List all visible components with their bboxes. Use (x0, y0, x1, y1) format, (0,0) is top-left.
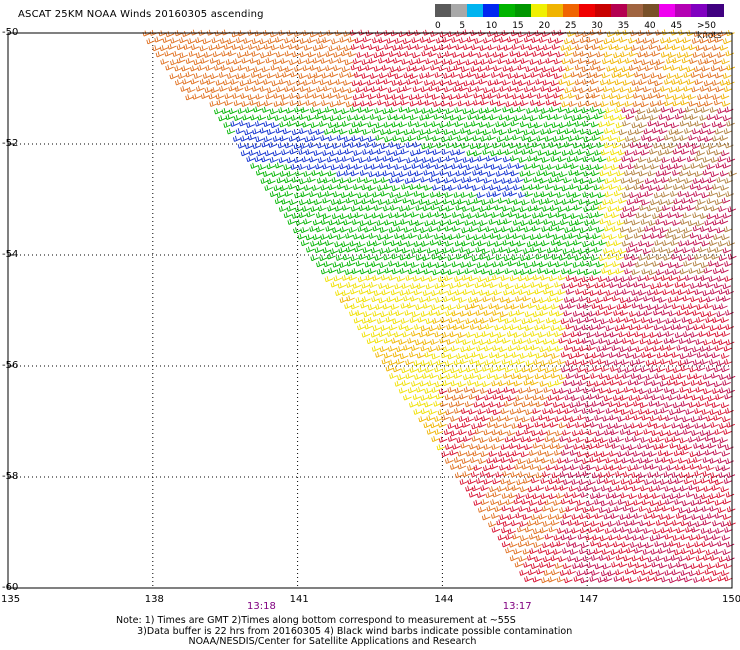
legend-swatch (547, 4, 564, 17)
latitude-label: -60 (2, 582, 19, 593)
longitude-label: 147 (579, 594, 599, 605)
legend-swatch (531, 4, 548, 17)
latitude-label: -56 (2, 360, 19, 371)
legend-label: 15 (512, 21, 524, 31)
latitude-label: -52 (2, 138, 19, 149)
wind-barbs (142, 29, 737, 584)
frame-ticks (8, 32, 14, 589)
longitude-label: 135 (1, 594, 21, 605)
longitude-label: 141 (289, 594, 309, 605)
legend-label: 45 (670, 21, 683, 31)
longitude-label: 150 (722, 594, 740, 605)
note-line-1: Note: 1) Times are GMT 2)Times along bot… (116, 615, 516, 626)
legend-swatch (563, 4, 580, 17)
legend-swatch (595, 4, 612, 17)
legend-swatch (707, 4, 724, 17)
wind-barb-group (230, 120, 527, 199)
legend-swatch (451, 4, 468, 17)
wind-barb-group (618, 106, 737, 276)
legend-swatch (499, 4, 516, 17)
longitude-label: 138 (144, 594, 164, 605)
legend-label: 10 (485, 21, 498, 31)
legend-label: 35 (617, 21, 630, 31)
legend-swatch (515, 4, 532, 17)
legend-label: 25 (565, 21, 577, 31)
map-title: ASCAT 25KM NOAA Winds 20160305 ascending (18, 9, 264, 20)
wind-barb-group (349, 29, 736, 584)
longitude-label: 144 (434, 594, 454, 605)
legend-label: 40 (644, 21, 656, 31)
wind-speed-legend: 0 5 10 15 20 25 30 35 40 45 >50 knots (435, 4, 725, 41)
legend-swatch (579, 4, 596, 17)
legend-swatch (467, 4, 484, 17)
latitude-label: -54 (2, 249, 19, 260)
wind-barb-group (214, 106, 608, 276)
legend-swatch (627, 4, 644, 17)
note-line-2: 3)Data buffer is 22 hrs from 20160305 4)… (116, 625, 573, 637)
legend-label: 30 (591, 21, 603, 31)
legend-label: 5 (459, 21, 466, 31)
legend-swatch (659, 4, 676, 17)
legend-swatch (643, 4, 660, 17)
map-frame (7, 32, 733, 589)
latitude-label: -50 (2, 27, 19, 38)
legend-label: 0 (435, 21, 441, 31)
legend-swatch (675, 4, 692, 17)
wind-barb-group (324, 107, 627, 451)
legend-swatch (611, 4, 628, 17)
note-line-3: NOAA/NESDIS/Center for Satellite Applica… (116, 636, 477, 647)
time-label: 13:17 (502, 601, 532, 612)
latitude-label: -58 (2, 471, 19, 482)
legend-label: >50 knots (697, 21, 722, 41)
legend-swatch (691, 4, 708, 17)
legend-swatch (483, 4, 500, 17)
map-grid (8, 33, 732, 588)
time-label: 13:18 (246, 601, 276, 612)
legend-swatch (435, 4, 452, 17)
wind-barb-group (339, 29, 736, 443)
notes: Note: 1) Times are GMT 2)Times along bot… (116, 615, 573, 648)
wind-barb-group (142, 29, 728, 584)
wind-barb-group (558, 106, 737, 584)
legend-label: 20 (538, 21, 551, 31)
